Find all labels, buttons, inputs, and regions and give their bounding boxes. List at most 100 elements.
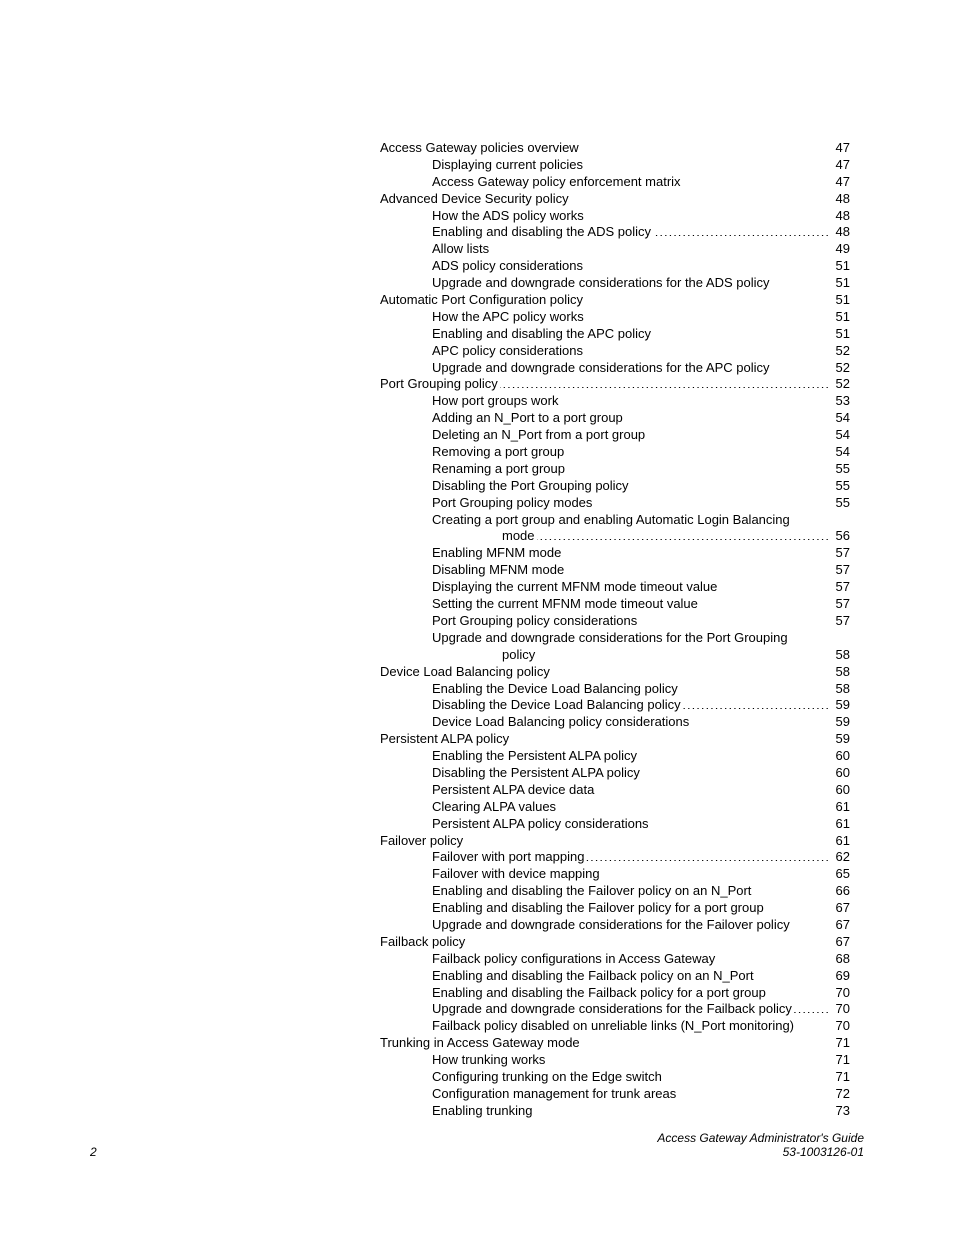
toc-page-number: 67 [832,917,850,934]
toc-entry[interactable]: Deleting an N_Port from a port group 54 [380,427,850,444]
toc-leader-dots [719,590,830,591]
toc-title: Failover with port mapping [432,849,584,866]
toc-leader-dots [582,1046,830,1047]
toc-entry[interactable]: Access Gateway policies overview47 [380,140,850,157]
toc-entry[interactable]: Disabling the Persistent ALPA policy60 [380,765,850,782]
toc-entry[interactable]: How the APC policy works51 [380,309,850,326]
toc-entry[interactable]: Setting the current MFNM mode timeout va… [380,596,850,613]
toc-leader-dots [567,472,830,473]
toc-entry[interactable]: Failback policy disabled on unreliable l… [380,1018,850,1035]
toc-entry[interactable]: Port Grouping policy considerations57 [380,613,850,630]
toc-entry[interactable]: Upgrade and downgrade considerations for… [380,360,850,377]
toc-page-number: 54 [832,427,850,444]
toc-title: Port Grouping policy modes [432,495,592,512]
toc-entry[interactable]: policy58 [380,647,850,664]
toc-entry[interactable]: Failover with device mapping65 [380,866,850,883]
toc-leader-dots [639,624,830,625]
toc-entry[interactable]: Displaying the current MFNM mode timeout… [380,579,850,596]
toc-leader-dots [766,911,830,912]
toc-entry[interactable]: Port Grouping policy modes55 [380,495,850,512]
toc-entry[interactable]: Failback policy67 [380,934,850,951]
toc-entry[interactable]: Disabling the Device Load Balancing poli… [380,697,850,714]
toc-entry[interactable]: Enabling and disabling the ADS policy48 [380,224,850,241]
toc-page-number: 59 [832,697,850,714]
toc-title: Allow lists [432,241,489,258]
toc-entry[interactable]: Upgrade and downgrade considerations for… [380,1001,850,1018]
toc-title: Upgrade and downgrade considerations for… [432,360,770,377]
toc-page-number: 61 [832,816,850,833]
toc-entry[interactable]: How trunking works71 [380,1052,850,1069]
toc-entry[interactable]: How the ADS policy works48 [380,208,850,225]
toc-entry[interactable]: Displaying current policies47 [380,157,850,174]
toc-page-number: 71 [832,1035,850,1052]
toc-entry[interactable]: APC policy considerations52 [380,343,850,360]
toc-leader-dots [653,235,830,236]
toc-entry[interactable]: Upgrade and downgrade considerations for… [380,630,850,647]
toc-title: Upgrade and downgrade considerations for… [432,1001,792,1018]
toc-title: Deleting an N_Port from a port group [432,427,645,444]
toc-page-number: 51 [832,326,850,343]
toc-entry[interactable]: ADS policy considerations51 [380,258,850,275]
toc-entry[interactable]: Clearing ALPA values61 [380,799,850,816]
toc-entry[interactable]: mode56 [380,528,850,545]
toc-page-number: 51 [832,258,850,275]
toc-leader-dots [563,556,830,557]
toc-entry[interactable]: Removing a port group54 [380,444,850,461]
toc-entry[interactable]: Renaming a port group55 [380,461,850,478]
toc-entry[interactable]: Failover policy61 [380,833,850,850]
toc-entry[interactable]: Failover with port mapping62 [380,849,850,866]
toc-entry[interactable]: Adding an N_Port to a port group54 [380,410,850,427]
toc-entry[interactable]: Port Grouping policy52 [380,376,850,393]
toc-entry[interactable]: Configuring trunking on the Edge switch7… [380,1069,850,1086]
toc-entry[interactable]: Device Load Balancing policy considerati… [380,714,850,731]
toc-entry[interactable]: Enabling MFNM mode57 [380,545,850,562]
toc-title: Automatic Port Configuration policy [380,292,583,309]
toc-entry[interactable]: Failback policy configurations in Access… [380,951,850,968]
toc-entry[interactable]: Creating a port group and enabling Autom… [380,512,850,529]
toc-page-number: 48 [832,191,850,208]
toc-leader-dots [683,708,830,709]
toc-entry[interactable]: Configuration management for trunk areas… [380,1086,850,1103]
toc-entry[interactable]: Persistent ALPA device data60 [380,782,850,799]
toc-title: Renaming a port group [432,461,565,478]
toc-entry[interactable]: Enabling and disabling the Failback poli… [380,985,850,1002]
toc-title: Upgrade and downgrade considerations for… [432,275,770,292]
doc-title: Access Gateway Administrator's Guide [657,1131,864,1145]
toc-page-number: 60 [832,782,850,799]
toc-page-number: 57 [832,613,850,630]
toc-entry[interactable]: Enabling and disabling the Failover poli… [380,883,850,900]
toc-page-number: 47 [832,140,850,157]
toc-page-number: 57 [832,579,850,596]
toc-page-number: 59 [832,714,850,731]
toc-entry[interactable]: Enabling the Device Load Balancing polic… [380,681,850,698]
toc-entry[interactable]: Upgrade and downgrade considerations for… [380,275,850,292]
toc-entry[interactable]: Device Load Balancing policy58 [380,664,850,681]
toc-title: Disabling the Port Grouping policy [432,478,629,495]
toc-entry[interactable]: Disabling the Port Grouping policy55 [380,478,850,495]
toc-entry[interactable]: Upgrade and downgrade considerations for… [380,917,850,934]
toc-entry[interactable]: Enabling and disabling the APC policy51 [380,326,850,343]
toc-page-number: 71 [832,1052,850,1069]
toc-entry[interactable]: Enabling trunking73 [380,1103,850,1120]
toc-entry[interactable]: Advanced Device Security policy48 [380,191,850,208]
toc-title: Failover policy [380,833,463,850]
toc-entry[interactable]: Automatic Port Configuration policy51 [380,292,850,309]
toc-title: How the APC policy works [432,309,584,326]
toc-entry[interactable]: Access Gateway policy enforcement matrix… [380,174,850,191]
toc-leader-dots [537,539,830,540]
toc-leader-dots [594,506,830,507]
toc-entry[interactable]: Trunking in Access Gateway mode71 [380,1035,850,1052]
toc-page-number: 67 [832,900,850,917]
toc-entry[interactable]: Enabling and disabling the Failover poli… [380,900,850,917]
toc-entry[interactable]: Disabling MFNM mode57 [380,562,850,579]
toc-title: Disabling MFNM mode [432,562,564,579]
toc-entry[interactable]: Persistent ALPA policy59 [380,731,850,748]
toc-entry[interactable]: Enabling the Persistent ALPA policy60 [380,748,850,765]
toc-entry[interactable]: Enabling and disabling the Failback poli… [380,968,850,985]
toc-title: Displaying the current MFNM mode timeout… [432,579,717,596]
toc-title: Failback policy [380,934,465,951]
toc-page-number: 52 [832,376,850,393]
toc-entry[interactable]: Allow lists49 [380,241,850,258]
toc-entry[interactable]: Persistent ALPA policy considerations61 [380,816,850,833]
toc-entry[interactable]: How port groups work53 [380,393,850,410]
